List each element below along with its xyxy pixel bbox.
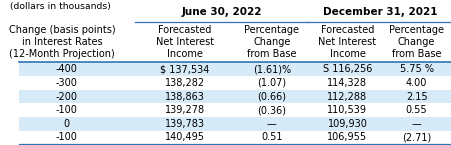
- Text: June 30, 2022: June 30, 2022: [181, 7, 262, 17]
- Text: 110,539: 110,539: [327, 105, 367, 115]
- Text: 0.51: 0.51: [260, 133, 282, 143]
- Text: 4.00: 4.00: [405, 78, 427, 88]
- Text: 139,783: 139,783: [165, 119, 205, 129]
- Text: 138,282: 138,282: [165, 78, 205, 88]
- Text: (dollars in thousands): (dollars in thousands): [10, 2, 111, 11]
- Text: -200: -200: [55, 91, 77, 102]
- Text: -400: -400: [55, 64, 77, 74]
- Text: (0.66): (0.66): [257, 91, 285, 102]
- Text: Forecasted
Net Interest
Income: Forecasted Net Interest Income: [318, 26, 376, 59]
- Text: 140,495: 140,495: [165, 133, 205, 143]
- Text: Forecasted
Net Interest
Income: Forecasted Net Interest Income: [156, 26, 214, 59]
- Text: 112,288: 112,288: [327, 91, 367, 102]
- Text: 0: 0: [63, 119, 69, 129]
- Text: Percentage
Change
from Base: Percentage Change from Base: [388, 26, 443, 59]
- Bar: [18, 90, 450, 103]
- Text: -100: -100: [55, 105, 77, 115]
- Text: (1.61)%: (1.61)%: [252, 64, 290, 74]
- Text: 139,278: 139,278: [165, 105, 205, 115]
- Text: Percentage
Change
from Base: Percentage Change from Base: [244, 26, 299, 59]
- Text: (1.07): (1.07): [257, 78, 285, 88]
- Text: S 116,256: S 116,256: [322, 64, 371, 74]
- Text: 5.75 %: 5.75 %: [399, 64, 433, 74]
- Text: $ 137,534: $ 137,534: [160, 64, 209, 74]
- Text: -100: -100: [55, 133, 77, 143]
- Text: —: —: [411, 119, 421, 129]
- Bar: [18, 62, 450, 76]
- Text: 106,955: 106,955: [327, 133, 367, 143]
- Text: (0.36): (0.36): [257, 105, 285, 115]
- Text: 114,328: 114,328: [327, 78, 367, 88]
- Text: December 31, 2021: December 31, 2021: [322, 7, 436, 17]
- Text: -300: -300: [55, 78, 77, 88]
- Bar: [18, 117, 450, 131]
- Text: 138,863: 138,863: [165, 91, 205, 102]
- Text: Change (basis points)
in Interest Rates
(12-Month Projection): Change (basis points) in Interest Rates …: [9, 26, 115, 59]
- Text: (2.71): (2.71): [401, 133, 430, 143]
- Text: 0.55: 0.55: [405, 105, 427, 115]
- Text: 2.15: 2.15: [405, 91, 427, 102]
- Text: —: —: [266, 119, 276, 129]
- Text: 109,930: 109,930: [327, 119, 367, 129]
